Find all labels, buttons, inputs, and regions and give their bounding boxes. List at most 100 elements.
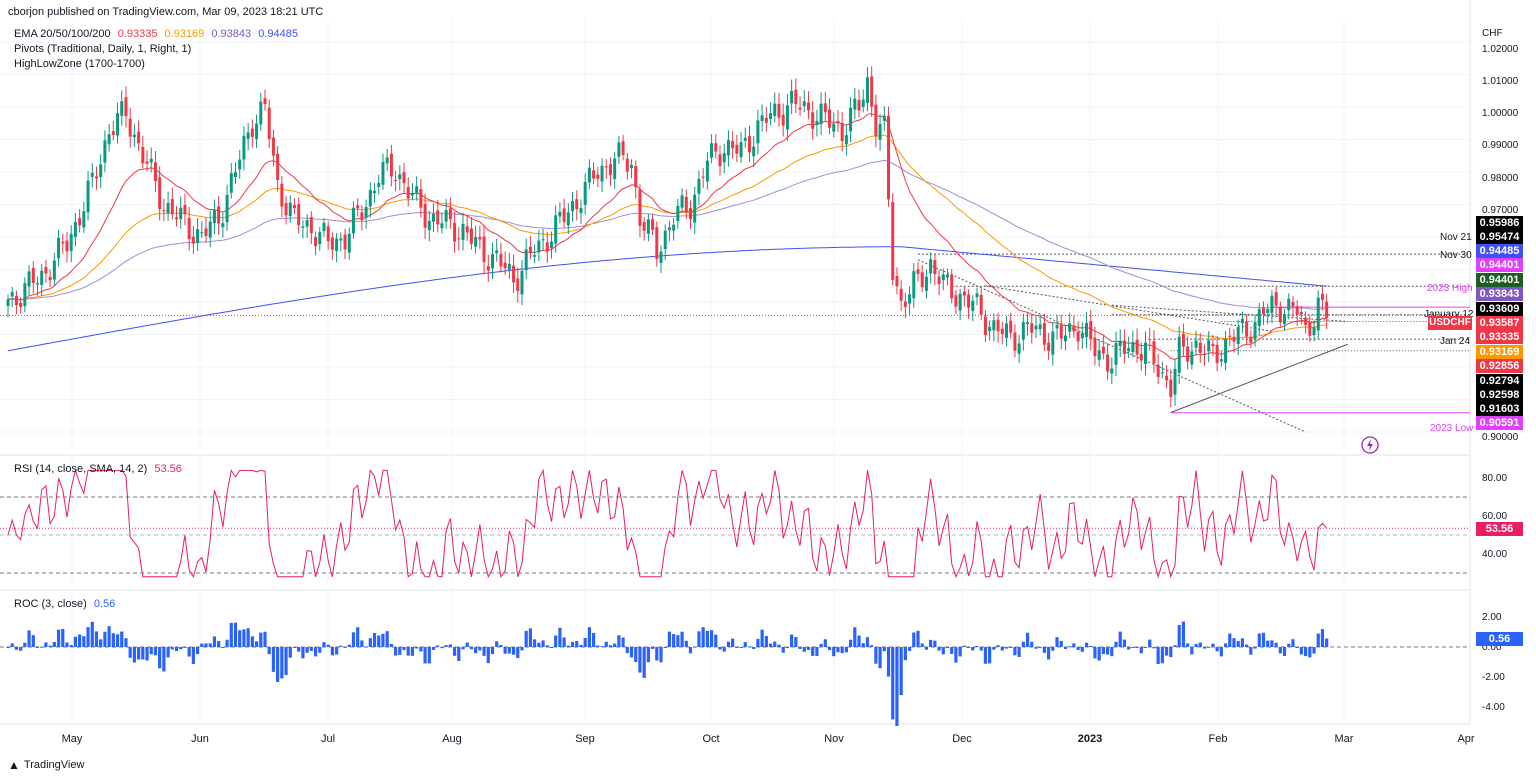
candle-body [1224, 338, 1228, 363]
ema100-line [7, 159, 1327, 310]
roc-bar [52, 642, 56, 647]
roc-bar [672, 634, 676, 647]
trendline [1170, 343, 1348, 413]
roc-bar [410, 647, 415, 656]
candle-body [276, 153, 280, 180]
roc-bar [886, 647, 891, 677]
highlow-legend: HighLowZone (1700-1700) [14, 58, 145, 70]
candle-body [979, 294, 983, 315]
candle-body [292, 205, 296, 209]
roc-bar [507, 647, 511, 654]
roc-bar [554, 635, 558, 647]
candle-body [322, 222, 326, 232]
roc-bar [1131, 647, 1135, 648]
roc-bar [423, 647, 427, 664]
roc-bar [90, 621, 94, 647]
roc-bar [983, 647, 988, 664]
roc-bar [962, 645, 966, 647]
candle-body [482, 236, 486, 263]
roc-bar [1160, 647, 1164, 664]
candle-body [583, 181, 587, 205]
candle-body [520, 270, 524, 295]
candle-body [1245, 321, 1249, 337]
candle-body [1038, 324, 1042, 330]
roc-bar [343, 646, 347, 648]
roc-bar [958, 647, 962, 657]
candle-body [1030, 323, 1034, 333]
roc-bar [19, 647, 23, 651]
candle-body [335, 238, 339, 251]
roc-bar [907, 647, 912, 651]
roc-bar [238, 630, 242, 647]
roc-bar [756, 638, 760, 647]
candle-body [781, 114, 785, 126]
roc-bar [1253, 647, 1257, 649]
candle-body [309, 217, 313, 234]
candle-body [1253, 322, 1257, 340]
roc-bar [1282, 647, 1287, 657]
footer: ▲ TradingView [8, 758, 84, 772]
publish-note: cborjon published on TradingView.com, Ma… [8, 6, 324, 18]
roc-bar [457, 647, 461, 661]
candle-body [128, 118, 132, 137]
roc-bar [1127, 647, 1131, 650]
candle-body [1089, 321, 1093, 340]
roc-bar [276, 647, 280, 682]
roc-bar [461, 647, 465, 650]
candle-body [183, 205, 187, 215]
candle-body [1287, 298, 1291, 311]
candle-body [1097, 350, 1101, 360]
month-label: Oct [702, 733, 720, 745]
candle-body [571, 201, 575, 212]
roc-bar [246, 628, 250, 647]
roc-bar [659, 647, 663, 663]
roc-bar [297, 647, 301, 652]
candle-body [410, 193, 414, 196]
roc-bar [945, 647, 950, 648]
candle-body [132, 134, 136, 138]
candle-body [162, 210, 166, 212]
candle-body [1270, 295, 1274, 313]
roc-bar [537, 642, 541, 647]
candle-body [1194, 340, 1198, 348]
candle-body [680, 195, 684, 208]
candle-body [731, 141, 735, 149]
candle-body [1156, 364, 1160, 377]
candle-body [385, 157, 389, 164]
roc-bar [132, 647, 136, 663]
candle-body [238, 159, 242, 170]
roc-bar [798, 647, 802, 649]
roc-bar [1245, 644, 1249, 647]
candle-body [490, 254, 494, 269]
candle-body [920, 272, 924, 288]
roc-bar [440, 647, 444, 649]
candle-body [558, 211, 562, 217]
candle-body [267, 107, 271, 140]
candle-body [208, 221, 212, 238]
roc-bar [1139, 647, 1143, 654]
candle-body [878, 123, 882, 140]
candle-body [929, 259, 933, 274]
candle-body [389, 153, 393, 177]
roc-bar [1063, 647, 1068, 649]
price-tag-14: 0.90591 [1476, 416, 1523, 430]
candle-body [1308, 322, 1312, 336]
candle-body [1021, 322, 1025, 340]
roc-bar [718, 647, 722, 650]
price-tag-13: 0.91603 [1476, 402, 1523, 416]
candle-body [1135, 339, 1139, 355]
candle-body [373, 190, 377, 194]
trendline [917, 259, 1306, 433]
rsi-line [7, 468, 1328, 579]
candle-body [427, 221, 431, 231]
roc-bar [1223, 643, 1228, 647]
candle-body [10, 292, 14, 297]
roc-bar [1021, 641, 1025, 647]
candle-body [1274, 292, 1278, 306]
roc-bar [1122, 639, 1127, 647]
candle-body [735, 144, 739, 154]
roc-bar [78, 634, 82, 647]
roc-bar [1000, 647, 1004, 651]
roc-bar [701, 627, 705, 647]
